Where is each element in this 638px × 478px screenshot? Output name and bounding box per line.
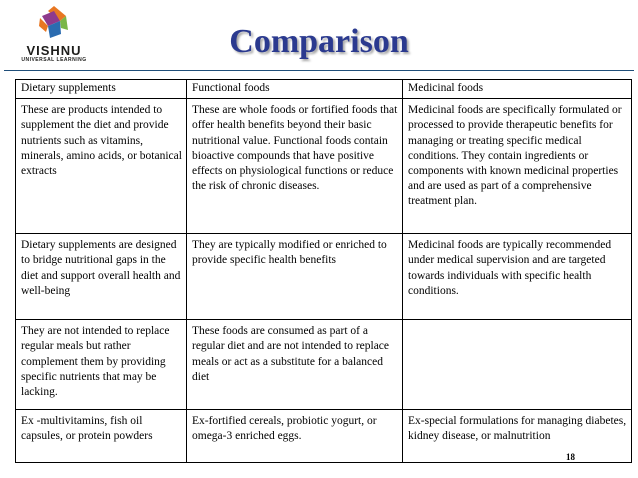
page-title: Comparison: [229, 23, 409, 60]
table-cell: Dietary supplements are designed to brid…: [15, 233, 187, 321]
table-cell: Ex -multivitamins, fish oil capsules, or…: [15, 409, 187, 464]
page-number: 18: [566, 452, 575, 462]
vishnu-logo: VISHNU UNIVERSAL LEARNING: [14, 4, 94, 64]
table-cell: They are not intended to replace regular…: [15, 319, 187, 411]
header-functional-foods: Functional foods: [186, 78, 403, 100]
table-row: Dietary supplements are designed to brid…: [15, 233, 632, 321]
table-row: Ex -multivitamins, fish oil capsules, or…: [15, 409, 632, 464]
table-cell: These are products intended to supplemen…: [15, 98, 187, 235]
logo-tagline: UNIVERSAL LEARNING: [21, 57, 87, 63]
table-cell: Ex-special formulations for managing dia…: [402, 409, 632, 464]
table-cell: Medicinal foods are typically recommende…: [402, 233, 632, 321]
header-medicinal-foods: Medicinal foods: [402, 78, 632, 100]
table-cell: Ex-fortified cereals, probiotic yogurt, …: [186, 409, 403, 464]
table-cell: These are whole foods or fortified foods…: [186, 98, 403, 235]
header-dietary-supplements: Dietary supplements: [15, 78, 187, 100]
title-divider: [4, 70, 634, 71]
logo-name: VISHNU: [26, 43, 82, 58]
table-row: These are products intended to supplemen…: [15, 98, 632, 235]
table-cell: [402, 319, 632, 411]
table-row: They are not intended to replace regular…: [15, 319, 632, 411]
logo-mark-icon: [39, 6, 68, 38]
comparison-table: Dietary supplements Functional foods Med…: [15, 78, 632, 464]
table-header-row: Dietary supplements Functional foods Med…: [15, 78, 632, 100]
table-cell: Medicinal foods are specifically formula…: [402, 98, 632, 235]
table-cell: They are typically modified or enriched …: [186, 233, 403, 321]
table-cell: These foods are consumed as part of a re…: [186, 319, 403, 411]
